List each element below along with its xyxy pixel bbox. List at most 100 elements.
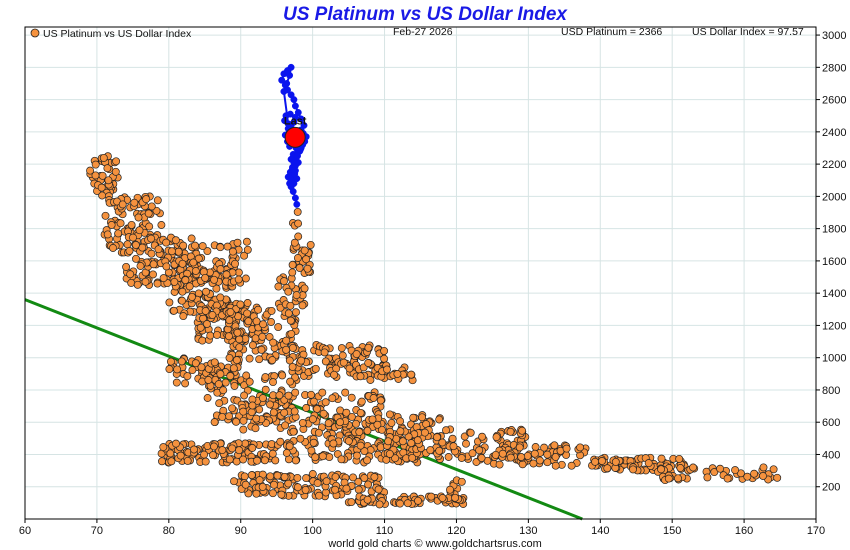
history-point <box>369 394 378 402</box>
history-point <box>241 439 250 448</box>
history-point <box>243 309 252 318</box>
history-point <box>253 456 262 465</box>
history-point <box>159 443 168 452</box>
history-point <box>567 461 576 470</box>
history-point <box>91 171 100 180</box>
history-point <box>420 428 429 437</box>
history-point <box>201 307 210 315</box>
history-point <box>446 485 454 494</box>
history-point <box>363 426 372 435</box>
history-point <box>342 408 351 417</box>
history-point <box>104 176 113 185</box>
history-point <box>368 415 377 424</box>
history-point <box>347 412 356 421</box>
history-point <box>347 393 356 402</box>
history-point <box>109 244 117 252</box>
history-point <box>319 409 328 418</box>
history-point <box>336 418 344 427</box>
history-point <box>158 457 166 466</box>
history-point <box>313 479 322 488</box>
history-point <box>181 379 190 388</box>
history-point <box>347 498 356 507</box>
history-point <box>364 480 373 489</box>
history-point <box>255 476 264 485</box>
history-point <box>506 453 515 462</box>
y-tick-label: 2000 <box>822 191 846 203</box>
history-point <box>248 401 257 410</box>
history-point <box>352 350 361 359</box>
history-point <box>248 341 257 350</box>
x-tick-label: 130 <box>519 525 537 537</box>
history-point <box>133 280 142 289</box>
history-point <box>242 237 251 246</box>
history-point <box>222 270 231 279</box>
history-point <box>285 442 294 451</box>
history-point <box>492 433 501 442</box>
history-point <box>743 472 752 481</box>
history-point <box>254 305 263 314</box>
history-point <box>167 247 176 256</box>
history-point <box>252 489 261 498</box>
history-point <box>241 274 250 283</box>
history-point <box>477 454 486 462</box>
history-point <box>232 356 241 365</box>
history-point <box>364 343 373 352</box>
history-point <box>271 456 280 465</box>
history-point <box>291 456 300 465</box>
history-point <box>773 473 782 482</box>
history-point <box>375 500 384 509</box>
history-point <box>243 245 252 254</box>
history-point <box>398 437 407 446</box>
history-point <box>290 238 299 247</box>
history-point <box>433 433 441 442</box>
history-point <box>329 439 338 448</box>
history-point <box>506 427 515 436</box>
history-point <box>341 388 350 397</box>
y-tick-label: 2600 <box>822 95 846 107</box>
history-point <box>154 245 163 254</box>
history-point <box>324 419 333 428</box>
history-point <box>407 370 416 379</box>
history-point <box>364 359 373 367</box>
history-point <box>396 427 405 436</box>
history-point <box>240 472 249 481</box>
history-point <box>245 377 254 386</box>
history-point <box>173 365 182 374</box>
history-point <box>245 354 254 363</box>
history-point <box>147 202 156 211</box>
history-point <box>228 247 237 256</box>
history-point <box>345 364 354 373</box>
history-point <box>551 453 560 461</box>
history-point <box>296 434 305 443</box>
history-point <box>247 471 256 480</box>
history-point <box>183 456 192 465</box>
history-point <box>309 438 318 447</box>
history-point <box>517 453 526 461</box>
history-point <box>209 451 217 460</box>
history-point <box>235 343 244 352</box>
recent-point <box>300 121 308 129</box>
history-point <box>236 300 245 309</box>
x-tick-label: 120 <box>447 525 465 537</box>
history-point <box>97 183 106 192</box>
history-point <box>540 443 549 452</box>
history-point <box>356 372 365 381</box>
history-point <box>308 415 317 424</box>
plot-frame <box>24 26 817 520</box>
history-point <box>374 485 383 494</box>
history-point <box>330 370 339 379</box>
history-point <box>442 426 450 435</box>
history-point <box>292 308 300 317</box>
history-point <box>210 358 219 367</box>
history-point <box>380 346 389 355</box>
history-point <box>426 446 435 455</box>
history-point <box>248 444 257 452</box>
history-point <box>239 455 248 464</box>
history-point <box>370 473 379 481</box>
history-point <box>125 247 134 255</box>
history-point <box>300 246 309 255</box>
history-point <box>280 277 288 286</box>
x-tick-label: 90 <box>235 525 247 537</box>
history-point <box>206 331 215 340</box>
